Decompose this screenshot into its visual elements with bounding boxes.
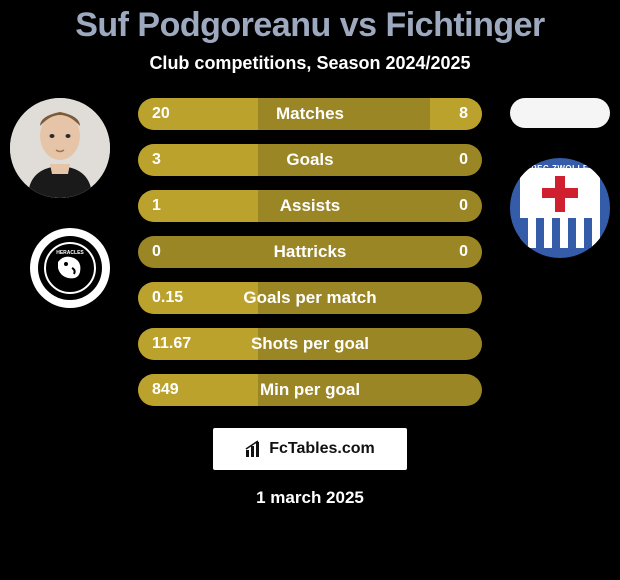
- player-right-avatar: [510, 98, 610, 128]
- stat-row: 20Matches8: [138, 98, 482, 130]
- stat-right-value: 0: [459, 151, 468, 169]
- heracles-icon: HERACLES: [44, 242, 96, 294]
- stat-left-value: 3: [152, 151, 161, 169]
- stats-list: 20Matches83Goals01Assists00Hattricks00.1…: [138, 98, 482, 406]
- main-area: HERACLES PEC ZWOLLE 20Matches8 3Goals0 1As…: [0, 98, 620, 406]
- stat-left-value: 0: [152, 243, 161, 261]
- heracles-logo: HERACLES: [38, 236, 102, 300]
- stat-left-value: 20: [152, 105, 170, 123]
- stat-right-value: 0: [459, 243, 468, 261]
- stat-left-value: 0.15: [152, 289, 183, 307]
- site-name: FcTables.com: [269, 440, 375, 458]
- stat-left-value: 11.67: [152, 335, 191, 353]
- person-icon: [10, 98, 110, 198]
- page-title: Suf Podgoreanu vs Fichtinger: [0, 6, 620, 45]
- stat-right-fill: [430, 98, 482, 130]
- svg-text:HERACLES: HERACLES: [56, 250, 84, 256]
- stat-left-value: 1: [152, 197, 161, 215]
- stat-row: 0Hattricks0: [138, 236, 482, 268]
- date-label: 1 march 2025: [0, 488, 620, 508]
- comparison-card: Suf Podgoreanu vs Fichtinger Club compet…: [0, 0, 620, 580]
- stat-right-value: 8: [459, 105, 468, 123]
- page-subtitle: Club competitions, Season 2024/2025: [0, 53, 620, 74]
- stat-row: 3Goals0: [138, 144, 482, 176]
- club-right-badge: PEC ZWOLLE: [510, 158, 610, 258]
- club-left-badge: HERACLES: [30, 228, 110, 308]
- stat-row: 0.15Goals per match: [138, 282, 482, 314]
- site-badge[interactable]: FcTables.com: [213, 428, 407, 470]
- stat-row: 11.67Shots per goal: [138, 328, 482, 360]
- stat-right-value: 0: [459, 197, 468, 215]
- chart-icon: [245, 440, 263, 458]
- stat-row: 1Assists0: [138, 190, 482, 222]
- stat-row: 849Min per goal: [138, 374, 482, 406]
- stat-left-value: 849: [152, 381, 179, 399]
- pec-zwolle-logo: [520, 168, 600, 248]
- stat-label: Hattricks: [138, 242, 482, 262]
- player-left-avatar: [10, 98, 110, 198]
